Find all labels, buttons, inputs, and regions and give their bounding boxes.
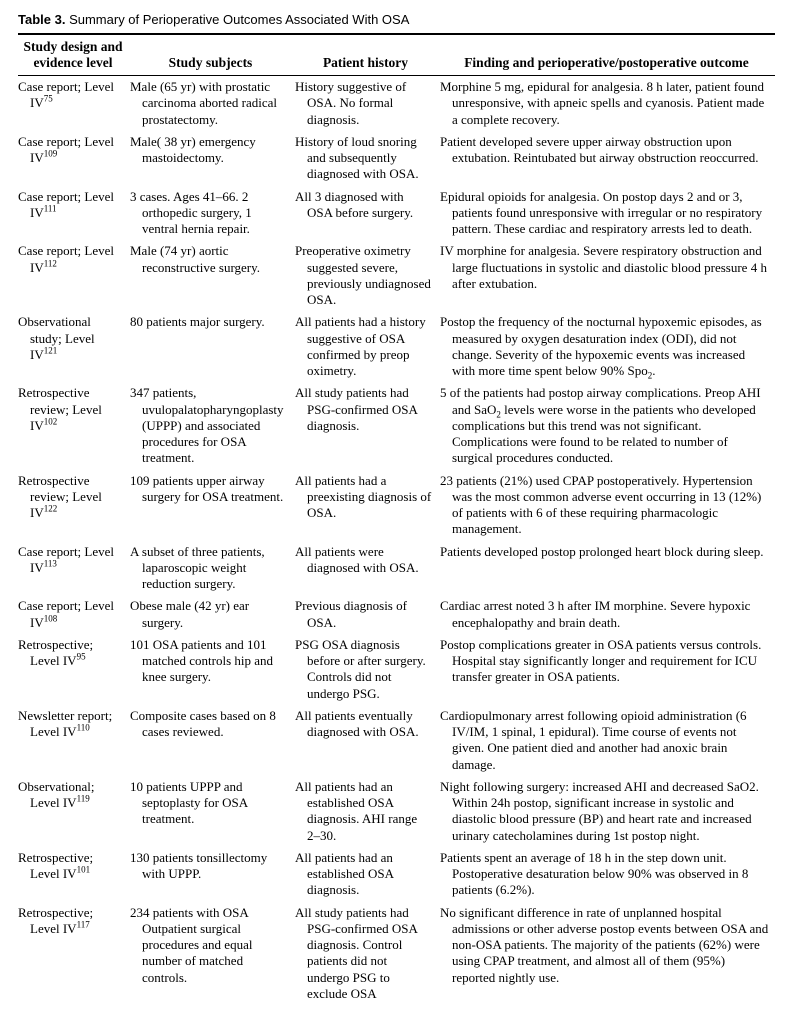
cell-history: All patients were diagnosed with OSA. [293,541,438,596]
table-row: Observational study; Level IV12180 patie… [18,311,775,382]
cell-history: PSG OSA diagnosis before or after surger… [293,634,438,705]
cell-subjects: 101 OSA patients and 101 matched control… [128,634,293,705]
cell-design: Newsletter report; Level IV110 [18,705,128,776]
cell-subjects: 3 cases. Ages 41–66. 2 orthopedic surger… [128,186,293,241]
cell-finding: 23 patients (21%) used CPAP postoperativ… [438,470,775,541]
table-row: Case report; Level IV75Male (65 yr) with… [18,76,775,131]
cell-subjects: Male (74 yr) aortic reconstructive surge… [128,240,293,311]
table-label: Table 3. [18,12,65,27]
cell-design: Case report; Level IV109 [18,131,128,186]
cell-history: All patients had an established OSA diag… [293,776,438,847]
col-header-design: Study design and evidence level [18,35,128,75]
cell-design: Retrospective; Level IV101 [18,847,128,902]
cell-design: Case report; Level IV112 [18,240,128,311]
cell-history: All 3 diagnosed with OSA before surgery. [293,186,438,241]
cell-history: History suggestive of OSA. No formal dia… [293,76,438,131]
cell-finding: No significant difference in rate of unp… [438,902,775,1006]
table-caption: Table 3. Summary of Perioperative Outcom… [18,12,775,27]
table-row: Case report; Level IV1113 cases. Ages 41… [18,186,775,241]
table-row: Case report; Level IV108Obese male (42 y… [18,595,775,634]
cell-finding: Patients developed postop prolonged hear… [438,541,775,596]
cell-subjects: Obese male (42 yr) ear surgery. [128,595,293,634]
cell-subjects: 109 patients upper airway surgery for OS… [128,470,293,541]
cell-history: Preoperative oximetry suggested severe, … [293,240,438,311]
cell-finding: Cardiac arrest noted 3 h after IM morphi… [438,595,775,634]
table-row: Observational; Level IV11910 patients UP… [18,776,775,847]
cell-subjects: 347 patients, uvulopalatopharyngoplasty … [128,382,293,469]
cell-subjects: Male( 38 yr) emergency mastoidectomy. [128,131,293,186]
table-row: Retrospective; Level IV95101 OSA patient… [18,634,775,705]
table-row: Retrospective; Level IV117234 patients w… [18,902,775,1006]
cell-design: Retrospective; Level IV117 [18,902,128,1006]
col-header-subjects: Study subjects [128,35,293,75]
perioperative-outcomes-table: Study design and evidence level Study su… [18,35,775,1005]
cell-finding: Postop the frequency of the nocturnal hy… [438,311,775,382]
cell-finding: Patient developed severe upper airway ob… [438,131,775,186]
table-row: Retrospective review; Level IV102347 pat… [18,382,775,469]
cell-design: Case report; Level IV108 [18,595,128,634]
cell-history: All patients had a history suggestive of… [293,311,438,382]
cell-finding: Postop complications greater in OSA pati… [438,634,775,705]
cell-design: Case report; Level IV75 [18,76,128,131]
table-header: Study design and evidence level Study su… [18,35,775,75]
cell-finding: Morphine 5 mg, epidural for analgesia. 8… [438,76,775,131]
table-row: Case report; Level IV113A subset of thre… [18,541,775,596]
cell-subjects: Male (65 yr) with prostatic carcinoma ab… [128,76,293,131]
cell-finding: Patients spent an average of 18 h in the… [438,847,775,902]
cell-design: Retrospective review; Level IV122 [18,470,128,541]
cell-finding: Epidural opioids for analgesia. On posto… [438,186,775,241]
table-row: Case report; Level IV109Male( 38 yr) eme… [18,131,775,186]
table-title: Summary of Perioperative Outcomes Associ… [69,12,409,27]
cell-history: All patients had a preexisting diagnosis… [293,470,438,541]
cell-design: Case report; Level IV111 [18,186,128,241]
cell-subjects: 130 patients tonsillectomy with UPPP. [128,847,293,902]
col-header-finding: Finding and perioperative/postoperative … [438,35,775,75]
cell-history: All patients had an established OSA diag… [293,847,438,902]
table-body: Case report; Level IV75Male (65 yr) with… [18,75,775,1005]
cell-finding: Night following surgery: increased AHI a… [438,776,775,847]
cell-finding: Cardiopulmonary arrest following opioid … [438,705,775,776]
table-row: Retrospective; Level IV101130 patients t… [18,847,775,902]
cell-design: Retrospective; Level IV95 [18,634,128,705]
cell-design: Retrospective review; Level IV102 [18,382,128,469]
cell-design: Observational; Level IV119 [18,776,128,847]
cell-subjects: 234 patients with OSA Outpatient surgica… [128,902,293,1006]
cell-design: Case report; Level IV113 [18,541,128,596]
cell-history: All patients eventually diagnosed with O… [293,705,438,776]
cell-finding: IV morphine for analgesia. Severe respir… [438,240,775,311]
table-row: Retrospective review; Level IV122109 pat… [18,470,775,541]
cell-subjects: 10 patients UPPP and septoplasty for OSA… [128,776,293,847]
cell-finding: 5 of the patients had postop airway comp… [438,382,775,469]
table-row: Case report; Level IV112Male (74 yr) aor… [18,240,775,311]
cell-subjects: A subset of three patients, laparoscopic… [128,541,293,596]
cell-history: All study patients had PSG-confirmed OSA… [293,902,438,1006]
col-header-history: Patient history [293,35,438,75]
cell-subjects: Composite cases based on 8 cases reviewe… [128,705,293,776]
cell-design: Observational study; Level IV121 [18,311,128,382]
table-row: Newsletter report; Level IV110Composite … [18,705,775,776]
cell-history: Previous diagnosis of OSA. [293,595,438,634]
cell-history: History of loud snoring and subsequently… [293,131,438,186]
cell-subjects: 80 patients major surgery. [128,311,293,382]
cell-history: All study patients had PSG-confirmed OSA… [293,382,438,469]
